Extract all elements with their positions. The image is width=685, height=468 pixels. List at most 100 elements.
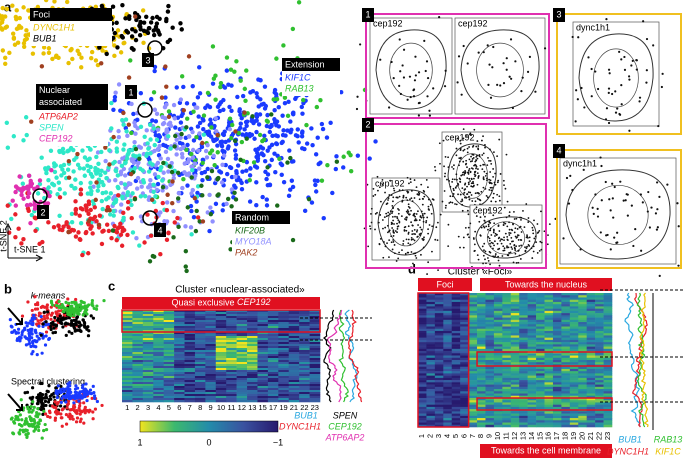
heat-cell [143,390,154,392]
spot [416,229,418,231]
heat-cell [257,380,268,382]
scatter-point [215,193,219,197]
spot [437,269,439,271]
spot [566,177,568,179]
heat-cell [477,360,486,363]
heat-cell [205,372,216,374]
heat-cell [122,366,133,368]
spot [414,56,416,58]
scatter-point [55,313,58,316]
spot [427,228,429,230]
heat-cell [494,304,503,307]
heat-cell [226,320,237,322]
spot [431,251,433,253]
spot [533,238,535,240]
scatter-point [88,181,92,185]
heat-cell [205,314,216,316]
scatter-point [41,437,44,440]
heat-cell [452,295,461,298]
heat-cell [257,386,268,388]
scatter-point [200,193,204,197]
spot [676,202,678,204]
scatter-point [89,56,93,60]
scatter-point [56,224,60,228]
spot [391,61,393,63]
spot [470,156,472,158]
heat-cell [278,392,289,394]
heat-cell [268,356,279,358]
heat-cell [132,354,143,356]
axis-label: t-SNE 1 [14,244,46,254]
scatter-point [254,130,258,134]
spot [393,190,395,192]
heat-cell [477,335,486,338]
heat-cell [195,358,206,360]
spot [614,186,616,188]
spot [414,229,416,231]
heat-cell [443,382,452,385]
spot [397,225,399,227]
spot [485,225,487,227]
scatter-point [225,68,229,72]
scatter-point [6,203,10,207]
heat-cell [502,367,511,370]
scatter-point [170,26,174,30]
scatter-point [25,436,28,439]
scatter-point [204,149,208,153]
spot [399,38,401,40]
heat-cell [426,389,435,392]
spot [423,236,425,238]
legend-gene: MYO18A [235,236,272,246]
scatter-point [67,159,71,163]
heat-cell [494,356,503,359]
scatter-point [56,393,59,396]
scatter-point [313,183,317,187]
heat-cell [185,386,196,388]
spot [475,168,477,170]
heat-cell [511,362,520,365]
heat-cell [435,304,444,307]
scatter-point [113,178,117,182]
heat-cell [226,348,237,350]
heat-cell [494,302,503,305]
heat-cell [426,295,435,298]
heat-cell [460,338,469,341]
heat-cell [164,340,175,342]
heat-cell [164,382,175,384]
heat-cell [435,311,444,314]
heat-cell [477,418,486,421]
heat-cell [257,396,268,398]
scatter-point [265,113,269,117]
spot [537,223,539,225]
heat-cell [485,315,494,318]
heat-cell [226,344,237,346]
heat-cell [247,346,258,348]
spot [638,100,640,102]
scatter-point [66,297,69,300]
spot [513,244,515,246]
heat-cell [502,394,511,397]
scatter-point [316,136,320,140]
heat-cell [216,328,227,330]
heat-cell [299,400,310,402]
heat-cell [174,382,185,384]
scatter-point [125,233,129,237]
heat-cell [418,402,427,405]
spot [425,70,427,72]
scatter-point [196,114,200,118]
scatter-point [69,146,73,150]
spot [506,247,508,249]
heat-cell [494,313,503,316]
heat-cell [299,314,310,316]
heat-cell [247,394,258,396]
spot [374,229,376,231]
column-label: 10 [217,403,225,412]
spot [439,142,441,144]
spot [503,224,505,226]
heat-cell [143,348,154,350]
scatter-point [91,410,94,413]
scatter-point [30,405,33,408]
column-label: 4 [156,403,160,412]
scatter-point [244,68,248,72]
heat-cell [195,400,206,402]
